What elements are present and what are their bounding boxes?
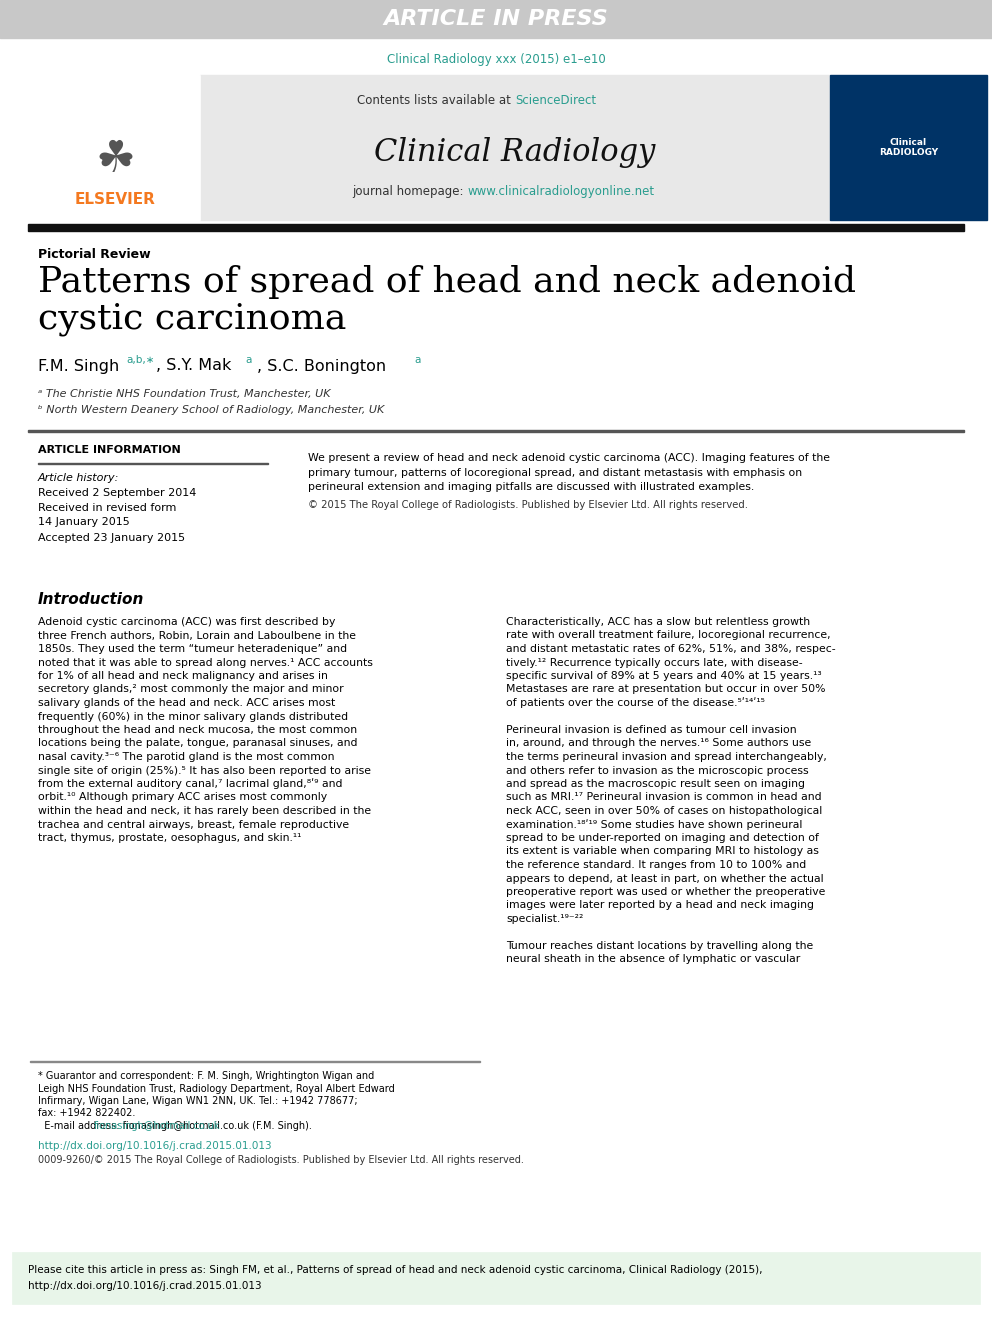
Text: within the head and neck, it has rarely been described in the: within the head and neck, it has rarely … (38, 806, 371, 816)
Text: and spread as the macroscopic result seen on imaging: and spread as the macroscopic result see… (506, 779, 805, 789)
Text: http://dx.doi.org/10.1016/j.crad.2015.01.013: http://dx.doi.org/10.1016/j.crad.2015.01… (28, 1281, 262, 1291)
Text: images were later reported by a head and neck imaging: images were later reported by a head and… (506, 901, 814, 910)
Text: in, around, and through the nerves.¹⁶ Some authors use: in, around, and through the nerves.¹⁶ So… (506, 738, 811, 749)
Text: locations being the palate, tongue, paranasal sinuses, and: locations being the palate, tongue, para… (38, 738, 357, 749)
Text: Pictorial Review: Pictorial Review (38, 247, 151, 261)
Text: such as MRI.¹⁷ Perineural invasion is common in head and: such as MRI.¹⁷ Perineural invasion is co… (506, 792, 821, 803)
Text: 1850s. They used the term “tumeur heteradenique” and: 1850s. They used the term “tumeur hetera… (38, 644, 347, 654)
Bar (830, 75, 987, 220)
Text: 0009-9260/© 2015 The Royal College of Radiologists. Published by Elsevier Ltd. A: 0009-9260/© 2015 The Royal College of Ra… (38, 1155, 524, 1166)
Text: , S.C. Bonington: , S.C. Bonington (257, 359, 386, 373)
Text: from the external auditory canal,⁷ lacrimal gland,⁸ʹ⁹ and: from the external auditory canal,⁷ lacri… (38, 778, 342, 790)
Text: and others refer to invasion as the microscopic process: and others refer to invasion as the micr… (506, 766, 808, 775)
Text: Accepted 23 January 2015: Accepted 23 January 2015 (38, 533, 186, 542)
Text: Tumour reaches distant locations by travelling along the: Tumour reaches distant locations by trav… (506, 941, 813, 951)
Text: ☘: ☘ (95, 139, 135, 181)
Text: www.clinicalradiologyonline.net: www.clinicalradiologyonline.net (467, 184, 654, 197)
Bar (28, 430, 964, 431)
Text: ARTICLE IN PRESS: ARTICLE IN PRESS (384, 9, 608, 29)
Text: noted that it was able to spread along nerves.¹ ACC accounts: noted that it was able to spread along n… (38, 658, 373, 668)
Text: specialist.¹⁹⁻²²: specialist.¹⁹⁻²² (506, 914, 583, 923)
Text: Adenoid cystic carcinoma (ACC) was first described by: Adenoid cystic carcinoma (ACC) was first… (38, 617, 335, 627)
Text: Characteristically, ACC has a slow but relentless growth: Characteristically, ACC has a slow but r… (506, 617, 810, 627)
Text: Metastases are rare at presentation but occur in over 50%: Metastases are rare at presentation but … (506, 684, 825, 695)
Text: 14 January 2015: 14 January 2015 (38, 517, 130, 527)
Text: a,b,∗: a,b,∗ (126, 355, 155, 365)
Text: nasal cavity.³⁻⁶ The parotid gland is the most common: nasal cavity.³⁻⁶ The parotid gland is th… (38, 751, 334, 762)
Text: ARTICLE INFORMATION: ARTICLE INFORMATION (38, 445, 181, 455)
Text: ELSEVIER: ELSEVIER (74, 193, 156, 208)
Text: primary tumour, patterns of locoregional spread, and distant metastasis with emp: primary tumour, patterns of locoregional… (308, 467, 803, 478)
Text: tract, thymus, prostate, oesophagus, and skin.¹¹: tract, thymus, prostate, oesophagus, and… (38, 833, 302, 843)
Text: three French authors, Robin, Lorain and Laboulbene in the: three French authors, Robin, Lorain and … (38, 631, 356, 640)
Text: ᵃ The Christie NHS Foundation Trust, Manchester, UK: ᵃ The Christie NHS Foundation Trust, Man… (38, 389, 330, 400)
Text: Please cite this article in press as: Singh FM, et al., Patterns of spread of he: Please cite this article in press as: Si… (28, 1265, 763, 1275)
Text: specific survival of 89% at 5 years and 40% at 15 years.¹³: specific survival of 89% at 5 years and … (506, 671, 821, 681)
Bar (200, 75, 830, 220)
Text: ᵇ North Western Deanery School of Radiology, Manchester, UK: ᵇ North Western Deanery School of Radiol… (38, 405, 384, 415)
Text: for 1% of all head and neck malignancy and arises in: for 1% of all head and neck malignancy a… (38, 671, 328, 681)
Text: Clinical Radiology xxx (2015) e1–e10: Clinical Radiology xxx (2015) e1–e10 (387, 53, 605, 66)
Bar (28, 224, 964, 232)
Text: Article history:: Article history: (38, 474, 119, 483)
Text: ScienceDirect: ScienceDirect (515, 94, 596, 107)
Text: a: a (414, 355, 421, 365)
Text: E-mail address: fionasingh@hotmail.co.uk (F.M. Singh).: E-mail address: fionasingh@hotmail.co.uk… (38, 1121, 311, 1131)
Text: its extent is variable when comparing MRI to histology as: its extent is variable when comparing MR… (506, 847, 818, 856)
Text: spread to be under-reported on imaging and detection of: spread to be under-reported on imaging a… (506, 833, 818, 843)
Text: of patients over the course of the disease.⁵ʹ¹⁴ʹ¹⁵: of patients over the course of the disea… (506, 697, 765, 708)
Text: Infirmary, Wigan Lane, Wigan WN1 2NN, UK. Tel.: +1942 778677;: Infirmary, Wigan Lane, Wigan WN1 2NN, UK… (38, 1095, 358, 1106)
Bar (0, 0, 992, 38)
Text: neural sheath in the absence of lymphatic or vascular: neural sheath in the absence of lymphati… (506, 954, 801, 964)
Text: © 2015 The Royal College of Radiologists. Published by Elsevier Ltd. All rights : © 2015 The Royal College of Radiologists… (308, 500, 748, 511)
Text: orbit.¹⁰ Although primary ACC arises most commonly: orbit.¹⁰ Although primary ACC arises mos… (38, 792, 327, 803)
Text: We present a review of head and neck adenoid cystic carcinoma (ACC). Imaging fea: We present a review of head and neck ade… (308, 452, 830, 463)
Text: and distant metastatic rates of 62%, 51%, and 38%, respec-: and distant metastatic rates of 62%, 51%… (506, 644, 835, 654)
Text: cystic carcinoma: cystic carcinoma (38, 302, 346, 336)
Text: the reference standard. It ranges from 10 to 100% and: the reference standard. It ranges from 1… (506, 860, 806, 871)
Text: Received in revised form: Received in revised form (38, 503, 177, 513)
Text: trachea and central airways, breast, female reproductive: trachea and central airways, breast, fem… (38, 819, 349, 830)
Text: Patterns of spread of head and neck adenoid: Patterns of spread of head and neck aden… (38, 265, 856, 299)
Text: single site of origin (25%).⁵ It has also been reported to arise: single site of origin (25%).⁵ It has als… (38, 766, 371, 775)
Text: preoperative report was used or whether the preoperative: preoperative report was used or whether … (506, 886, 825, 897)
Bar (30, 75, 200, 220)
Text: frequently (60%) in the minor salivary glands distributed: frequently (60%) in the minor salivary g… (38, 712, 348, 721)
Text: tively.¹² Recurrence typically occurs late, with disease-: tively.¹² Recurrence typically occurs la… (506, 658, 803, 668)
Text: the terms perineural invasion and spread interchangeably,: the terms perineural invasion and spread… (506, 751, 827, 762)
Text: secretory glands,² most commonly the major and minor: secretory glands,² most commonly the maj… (38, 684, 343, 695)
Text: Leigh NHS Foundation Trust, Radiology Department, Royal Albert Edward: Leigh NHS Foundation Trust, Radiology De… (38, 1084, 395, 1094)
Text: http://dx.doi.org/10.1016/j.crad.2015.01.013: http://dx.doi.org/10.1016/j.crad.2015.01… (38, 1140, 272, 1151)
Text: throughout the head and neck mucosa, the most common: throughout the head and neck mucosa, the… (38, 725, 357, 736)
Text: * Guarantor and correspondent: F. M. Singh, Wrightington Wigan and: * Guarantor and correspondent: F. M. Sin… (38, 1072, 374, 1081)
Text: examination.¹⁸ʹ¹⁹ Some studies have shown perineural: examination.¹⁸ʹ¹⁹ Some studies have show… (506, 819, 803, 830)
Text: fax: +1942 822402.: fax: +1942 822402. (38, 1109, 135, 1118)
Text: Perineural invasion is defined as tumour cell invasion: Perineural invasion is defined as tumour… (506, 725, 797, 736)
Text: Clinical Radiology: Clinical Radiology (374, 138, 656, 168)
Text: salivary glands of the head and neck. ACC arises most: salivary glands of the head and neck. AC… (38, 699, 335, 708)
Text: perineural extension and imaging pitfalls are discussed with illustrated example: perineural extension and imaging pitfall… (308, 482, 754, 492)
Text: a: a (245, 355, 251, 365)
Text: F.M. Singh: F.M. Singh (38, 359, 119, 373)
Text: rate with overall treatment failure, locoregional recurrence,: rate with overall treatment failure, loc… (506, 631, 830, 640)
Text: , S.Y. Mak: , S.Y. Mak (156, 359, 231, 373)
Text: fionasingh@hotmail.co.uk: fionasingh@hotmail.co.uk (94, 1121, 220, 1131)
Text: Received 2 September 2014: Received 2 September 2014 (38, 488, 196, 497)
Text: Clinical
RADIOLOGY: Clinical RADIOLOGY (879, 138, 938, 157)
Text: Introduction: Introduction (38, 593, 145, 607)
Text: appears to depend, at least in part, on whether the actual: appears to depend, at least in part, on … (506, 873, 823, 884)
Text: journal homepage:: journal homepage: (352, 184, 467, 197)
Bar (12, 1252, 980, 1304)
Text: neck ACC, seen in over 50% of cases on histopathological: neck ACC, seen in over 50% of cases on h… (506, 806, 822, 816)
Text: Contents lists available at: Contents lists available at (357, 94, 515, 107)
